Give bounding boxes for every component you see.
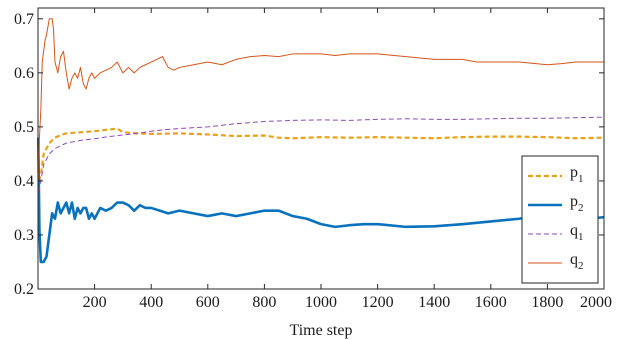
y-tick-label: 0.5 <box>14 119 34 136</box>
y-tick-label: 0.4 <box>14 173 34 190</box>
series-line-p2 <box>36 137 605 264</box>
series-line-q2 <box>37 18 604 181</box>
plot-frame <box>37 7 605 290</box>
x-tick-label: 1600 <box>475 294 507 311</box>
x-tick-label: 1800 <box>531 294 563 311</box>
legend-label: q1 <box>570 222 584 243</box>
y-tick-label: 0.2 <box>14 281 34 298</box>
legend-label: p2 <box>570 193 584 214</box>
y-tick-label: 0.3 <box>14 227 34 244</box>
series-line-p1 <box>37 127 605 182</box>
x-tick-label: 1400 <box>418 294 450 311</box>
ticks-layer: 200 400 600 800 1000 1200 1400 1600 1800 2000 0.2 0… <box>14 8 612 311</box>
y-tick-label: 0.6 <box>14 65 34 82</box>
legend-label: p1 <box>570 164 584 185</box>
x-tick-label: 400 <box>139 294 163 311</box>
x-tick-label: 1200 <box>362 294 394 311</box>
x-axis-title: Time step <box>290 322 353 339</box>
x-tick-label: 600 <box>196 294 220 311</box>
x-tick-label: 1000 <box>305 294 337 311</box>
series-layer <box>36 18 605 264</box>
series-line-q1 <box>37 116 605 192</box>
legend-label: q2 <box>570 251 584 272</box>
y-tick-label: 0.7 <box>14 11 34 28</box>
x-tick-label: 2000 <box>580 294 612 311</box>
legend: p1 p2 q1 q2 <box>521 155 599 284</box>
x-tick-label: 800 <box>252 294 276 311</box>
legend-box <box>521 155 599 284</box>
x-tick-label: 200 <box>83 294 107 311</box>
